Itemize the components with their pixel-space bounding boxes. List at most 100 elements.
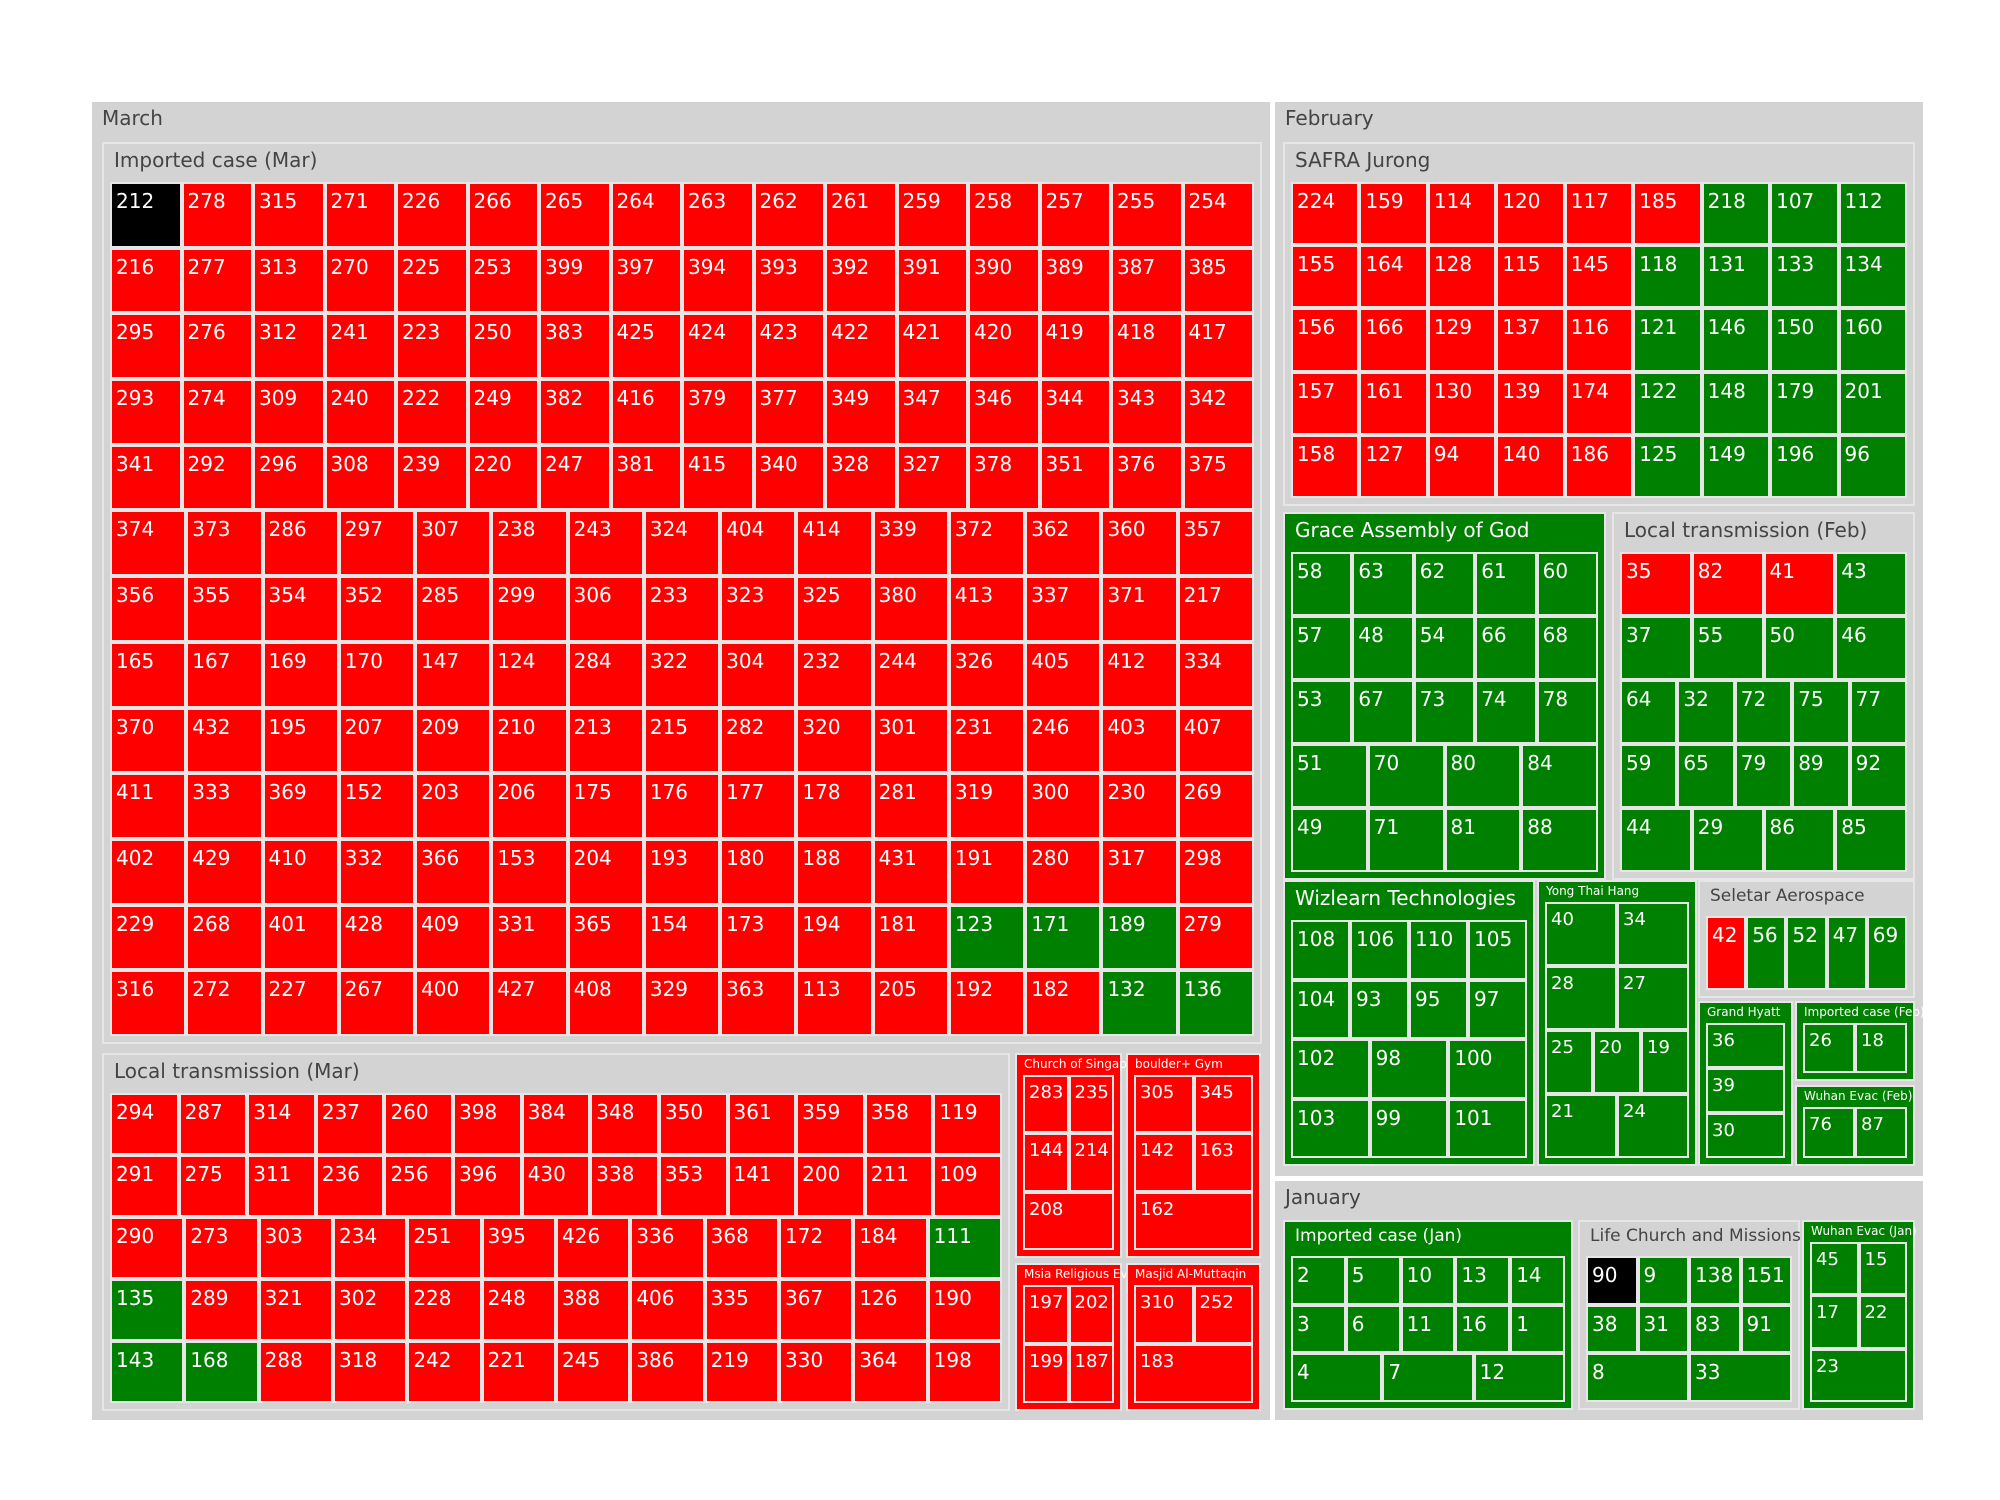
group-march[interactable]: March Imported case (Mar) 212 278 315 271 226 2… [92,102,1270,1420]
case-tile-182[interactable]: 182 [1025,970,1102,1036]
case-tile-372[interactable]: 372 [948,510,1026,577]
case-tile-381[interactable]: 381 [610,444,682,511]
case-tile-353[interactable]: 353 [658,1155,728,1217]
case-tile-70[interactable]: 70 [1367,744,1445,808]
case-tile-248[interactable]: 248 [481,1279,556,1341]
case-tile-129[interactable]: 129 [1427,308,1497,372]
case-tile-1[interactable]: 1 [1510,1304,1565,1354]
case-tile-173[interactable]: 173 [720,904,797,971]
case-tile-36[interactable]: 36 [1706,1023,1785,1068]
case-tile-116[interactable]: 116 [1564,308,1634,372]
case-tile-311[interactable]: 311 [247,1155,316,1217]
case-tile-243[interactable]: 243 [567,510,644,577]
case-tile-255[interactable]: 255 [1111,182,1183,248]
case-tile-396[interactable]: 396 [453,1155,522,1217]
case-tile-237[interactable]: 237 [315,1093,385,1155]
case-tile-149[interactable]: 149 [1701,434,1771,498]
case-tile-4[interactable]: 4 [1291,1353,1383,1402]
case-tile-137[interactable]: 137 [1496,308,1565,372]
case-tile-251[interactable]: 251 [407,1217,482,1279]
case-tile-9[interactable]: 9 [1637,1256,1689,1305]
case-tile-223[interactable]: 223 [396,313,468,380]
case-tile-319[interactable]: 319 [948,773,1026,839]
case-tile-330[interactable]: 330 [779,1341,854,1403]
case-tile-3[interactable]: 3 [1291,1304,1346,1354]
case-tile-314[interactable]: 314 [247,1093,316,1155]
case-tile-171[interactable]: 171 [1025,904,1102,971]
case-tile-416[interactable]: 416 [610,379,682,445]
case-tile-89[interactable]: 89 [1792,744,1850,808]
case-tile-312[interactable]: 312 [253,313,325,380]
case-tile-121[interactable]: 121 [1633,308,1702,372]
case-tile-37[interactable]: 37 [1620,616,1692,680]
case-tile-213[interactable]: 213 [567,707,644,774]
case-tile-232[interactable]: 232 [796,641,873,708]
case-tile-43[interactable]: 43 [1835,552,1907,616]
case-tile-84[interactable]: 84 [1521,744,1598,808]
case-tile-134[interactable]: 134 [1838,245,1907,309]
case-tile-253[interactable]: 253 [467,247,539,314]
case-tile-366[interactable]: 366 [415,838,492,905]
case-tile-269[interactable]: 269 [1177,773,1254,839]
case-tile-216[interactable]: 216 [110,247,182,314]
case-tile-254[interactable]: 254 [1182,182,1254,248]
case-tile-290[interactable]: 290 [110,1217,185,1279]
case-tile-362[interactable]: 362 [1025,510,1102,577]
case-tile-62[interactable]: 62 [1413,552,1476,616]
case-tile-142[interactable]: 142 [1134,1133,1194,1192]
case-tile-226[interactable]: 226 [396,182,468,248]
case-tile-231[interactable]: 231 [948,707,1026,774]
case-tile-27[interactable]: 27 [1617,966,1689,1030]
case-tile-280[interactable]: 280 [1025,838,1102,905]
case-tile-59[interactable]: 59 [1620,744,1678,808]
case-tile-117[interactable]: 117 [1564,182,1634,246]
case-tile-398[interactable]: 398 [453,1093,522,1155]
case-tile-99[interactable]: 99 [1369,1098,1449,1158]
case-tile-345[interactable]: 345 [1193,1075,1253,1134]
case-tile-277[interactable]: 277 [181,247,253,314]
case-tile-126[interactable]: 126 [853,1279,928,1341]
case-tile-306[interactable]: 306 [567,576,644,642]
case-tile-320[interactable]: 320 [796,707,873,774]
case-tile-349[interactable]: 349 [825,379,897,445]
case-tile-325[interactable]: 325 [796,576,873,642]
case-tile-302[interactable]: 302 [333,1279,408,1341]
case-tile-406[interactable]: 406 [630,1279,705,1341]
case-tile-316[interactable]: 316 [110,970,187,1036]
case-tile-174[interactable]: 174 [1564,371,1634,435]
case-tile-221[interactable]: 221 [481,1341,556,1403]
case-tile-201[interactable]: 201 [1838,371,1907,435]
case-tile-402[interactable]: 402 [110,838,187,905]
case-tile-172[interactable]: 172 [779,1217,854,1279]
case-tile-278[interactable]: 278 [181,182,253,248]
case-tile-421[interactable]: 421 [896,313,968,380]
case-tile-147[interactable]: 147 [415,641,492,708]
group-imported-case-mar[interactable]: Imported case (Mar) 212 278 315 271 226 266 265… [102,142,1262,1044]
case-tile-193[interactable]: 193 [643,838,721,905]
case-tile-347[interactable]: 347 [896,379,968,445]
case-tile-47[interactable]: 47 [1826,916,1867,990]
case-tile-53[interactable]: 53 [1291,680,1353,744]
case-tile-108[interactable]: 108 [1291,920,1350,980]
case-tile-32[interactable]: 32 [1677,680,1735,744]
case-tile-399[interactable]: 399 [539,247,611,314]
case-tile-261[interactable]: 261 [825,182,897,248]
case-tile-197[interactable]: 197 [1023,1285,1069,1344]
case-tile-69[interactable]: 69 [1866,916,1907,990]
case-tile-19[interactable]: 19 [1641,1030,1689,1094]
case-tile-114[interactable]: 114 [1427,182,1497,246]
case-tile-289[interactable]: 289 [184,1279,259,1341]
case-tile-164[interactable]: 164 [1359,245,1428,309]
case-tile-73[interactable]: 73 [1413,680,1476,744]
group-boulder-gym[interactable]: boulder+ Gym 305 345 142 163 162 [1126,1053,1261,1258]
case-tile-327[interactable]: 327 [896,444,968,511]
case-tile-415[interactable]: 415 [682,444,754,511]
case-tile-412[interactable]: 412 [1101,641,1178,708]
group-seletar-aerospace[interactable]: Seletar Aerospace 42 56 52 47 69 [1698,880,1915,998]
case-tile-414[interactable]: 414 [796,510,873,577]
case-tile-418[interactable]: 418 [1111,313,1183,380]
case-tile-78[interactable]: 78 [1536,680,1598,744]
case-tile-387[interactable]: 387 [1111,247,1183,314]
case-tile-266[interactable]: 266 [467,182,539,248]
case-tile-393[interactable]: 393 [753,247,825,314]
